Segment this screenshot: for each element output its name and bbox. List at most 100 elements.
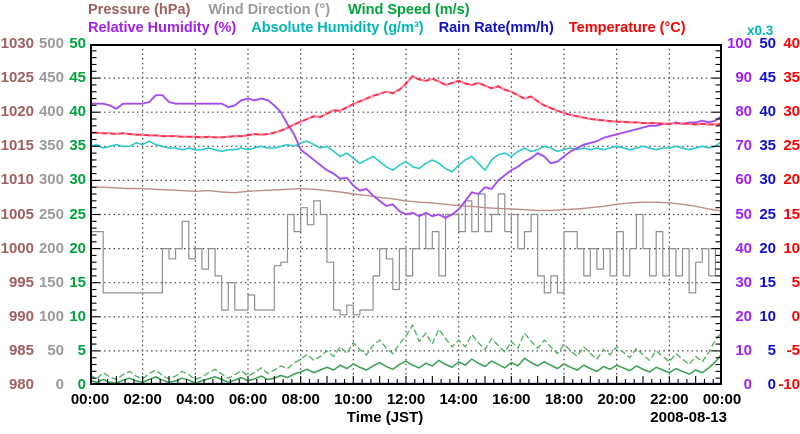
series-pressure [90, 186, 722, 212]
xtick: 20:00 [597, 391, 636, 408]
xtick: 16:00 [492, 391, 531, 408]
ytick-relative_humidity: 50 [735, 205, 752, 223]
ytick-wind_direction: 400 [38, 103, 64, 121]
series-temperature-overlay [90, 75, 722, 139]
ytick-rain_rate: 40 [759, 103, 776, 121]
xtick: 22:00 [650, 391, 689, 408]
ytick-relative_humidity: 100 [726, 35, 752, 52]
xtick: 00:00 [70, 391, 110, 408]
ytick-relative_humidity: 20 [735, 307, 752, 325]
ytick-pressure: 1020 [0, 103, 34, 121]
ytick-pressure: 1005 [0, 205, 34, 223]
ytick-wind_direction: 350 [38, 137, 64, 155]
ytick-wind_direction: 50 [47, 341, 64, 359]
ytick-temperature: -5 [786, 341, 800, 359]
ytick-temperature: 30 [783, 103, 800, 121]
series-wind_gust [90, 324, 722, 381]
ytick-pressure: 990 [8, 307, 34, 325]
date-label: 2008-08-13 [650, 409, 727, 426]
legend-wind-speed: Wind Speed (m/s) [348, 2, 470, 18]
ytick-wind_speed: 20 [69, 239, 86, 257]
ytick-pressure: 1000 [0, 239, 34, 257]
ytick-relative_humidity: 40 [735, 239, 752, 257]
legend-temperature: Temperature (°C) [568, 20, 686, 36]
ytick-relative_humidity: 30 [735, 273, 752, 291]
ytick-temperature: 25 [783, 137, 800, 155]
ytick-temperature: 35 [783, 69, 800, 87]
ytick-rain_rate: 30 [759, 171, 776, 189]
ytick-relative_humidity: 70 [735, 137, 752, 155]
ytick-relative_humidity: 10 [735, 341, 752, 359]
xtick: 02:00 [123, 391, 162, 408]
legend-row-1: Pressure (hPa) Wind Direction (°) Wind Spe… [88, 2, 470, 18]
ytick-wind_speed: 35 [69, 137, 86, 155]
xtick: 14:00 [439, 391, 478, 408]
plot-area [90, 44, 722, 385]
ytick-relative_humidity: 90 [735, 69, 752, 87]
legend-pressure: Pressure (hPa) [88, 2, 191, 18]
ytick-wind_speed: 15 [69, 273, 86, 291]
plot-frame [90, 44, 722, 385]
ytick-relative_humidity: 0 [743, 376, 752, 393]
ytick-wind_speed: 45 [69, 69, 86, 87]
series-absolute_humidity [90, 140, 722, 173]
ytick-wind_direction: 300 [38, 171, 64, 189]
ytick-pressure: 1025 [0, 69, 34, 87]
ytick-pressure: 1015 [0, 137, 34, 155]
ytick-temperature: 15 [783, 205, 800, 223]
ytick-pressure: 995 [8, 273, 34, 291]
ytick-pressure: 1030 [0, 35, 34, 52]
ytick-rain_rate: 50 [759, 35, 776, 52]
xtick: 00:00 [702, 391, 742, 408]
ytick-pressure: 1010 [0, 171, 34, 189]
x-axis-title: Time (JST) [346, 409, 424, 426]
ytick-temperature: 20 [783, 171, 800, 189]
xtick: 10:00 [334, 391, 373, 408]
ytick-wind_speed: 50 [69, 35, 86, 52]
ytick-relative_humidity: 80 [735, 103, 752, 121]
legend-wind-direction: Wind Direction (°) [208, 2, 331, 18]
ytick-wind_speed: 25 [69, 205, 86, 223]
ytick-wind_direction: 100 [38, 307, 64, 325]
ytick-wind_direction: 150 [38, 273, 64, 291]
xtick: 18:00 [544, 391, 584, 408]
ytick-rain_rate: 5 [767, 341, 776, 359]
ytick-temperature: 40 [783, 35, 800, 52]
legend-row-2: Relative Humidity (%) Absolute Humidity (… [88, 20, 686, 36]
scale-note-x0.3: x0.3 [747, 23, 774, 38]
ytick-rain_rate: 0 [767, 376, 776, 393]
series-temperature [90, 75, 722, 139]
ytick-rain_rate: 25 [759, 205, 776, 223]
xtick: 04:00 [176, 391, 215, 408]
legend-rain-rate: Rain Rate(mm/h) [438, 20, 554, 36]
ytick-temperature: 10 [783, 239, 800, 257]
xtick: 06:00 [228, 391, 268, 408]
ytick-wind_direction: 450 [38, 69, 64, 87]
ytick-pressure: 980 [8, 376, 34, 393]
ytick-pressure: 985 [8, 341, 34, 359]
series-wind_direction [90, 193, 722, 316]
ytick-rain_rate: 45 [759, 69, 776, 87]
ytick-rain_rate: 35 [759, 137, 776, 155]
ytick-rain_rate: 20 [759, 239, 776, 257]
ytick-wind_direction: 250 [38, 205, 64, 223]
ytick-temperature: -10 [778, 376, 800, 393]
ytick-rain_rate: 10 [759, 307, 776, 325]
series-relative_humidity [90, 94, 722, 219]
xtick: 12:00 [386, 391, 426, 408]
ytick-temperature: 5 [791, 273, 800, 291]
ytick-wind_speed: 5 [77, 341, 86, 359]
ytick-wind_speed: 10 [69, 307, 86, 325]
ytick-relative_humidity: 60 [735, 171, 752, 189]
ytick-temperature: 0 [791, 307, 800, 325]
legend-absolute-humidity: Absolute Humidity (g/m³) [251, 20, 424, 36]
ytick-rain_rate: 15 [759, 273, 776, 291]
legend-relative-humidity: Relative Humidity (%) [88, 20, 237, 36]
ytick-wind_speed: 30 [69, 171, 86, 189]
ytick-wind_direction: 200 [38, 239, 64, 257]
ytick-wind_speed: 0 [77, 376, 86, 393]
ytick-wind_direction: 500 [38, 35, 64, 52]
xtick: 08:00 [281, 391, 320, 408]
ytick-wind_speed: 40 [69, 103, 86, 121]
